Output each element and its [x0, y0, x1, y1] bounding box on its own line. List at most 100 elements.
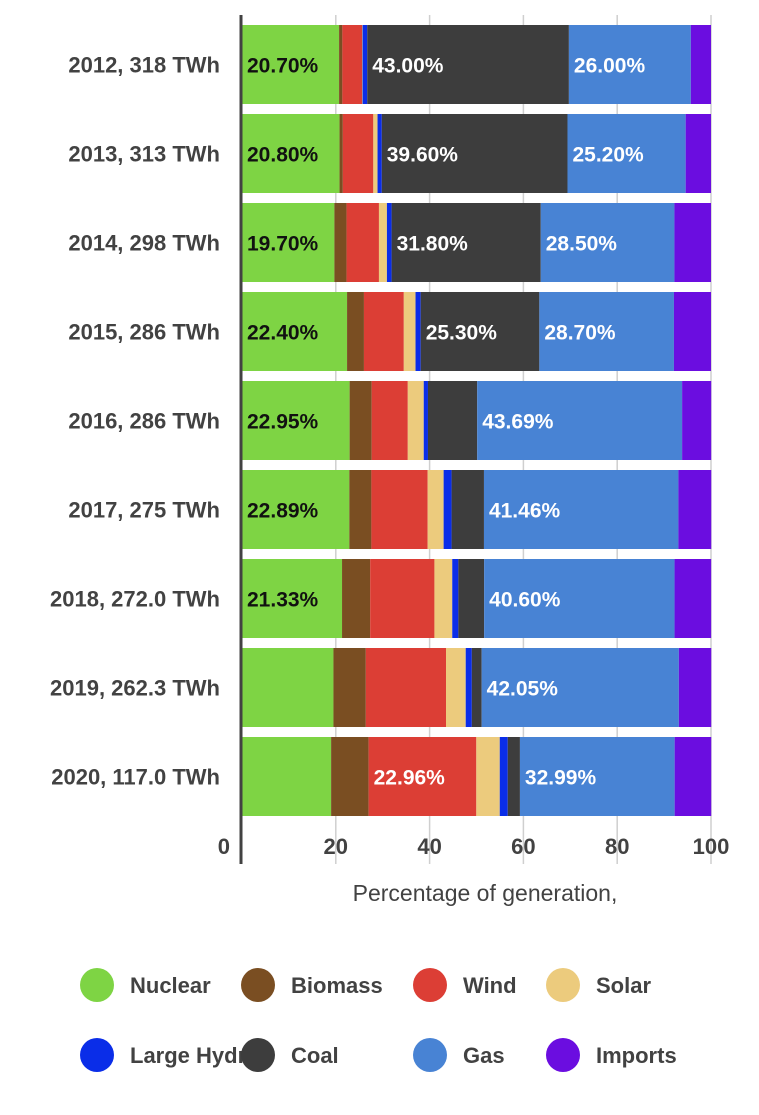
bar-imports-2012-318-twh — [690, 25, 711, 104]
bar-wind-2014-298-twh — [346, 203, 379, 282]
bar-row-2015-286-twh: 22.40% 25.30% 28.70% — [242, 292, 711, 371]
bar-biomass-2013-313-twh — [339, 114, 343, 193]
data-label-gas-2020-117-0-twh: 32.99% — [525, 767, 597, 790]
bar-large-hydro-2014-298-twh — [386, 203, 392, 282]
data-label-wind-2020-117-0-twh: 22.96% — [374, 767, 446, 790]
category-label-2018-272-0-twh: 2018, 272.0 TWh — [50, 587, 220, 612]
bar-coal-2016-286-twh — [427, 381, 478, 460]
bar-solar-2016-286-twh — [407, 381, 424, 460]
bars: 20.70% 43.00% 26.00% 20.80% 39.60% 25.20% 19.7… — [242, 25, 712, 816]
bar-nuclear-2015-286-twh — [242, 292, 348, 371]
bar-coal-2017-275-twh — [451, 470, 484, 549]
bar-solar-2013-313-twh — [373, 114, 378, 193]
bar-biomass-2017-275-twh — [349, 470, 372, 549]
legend-swatch-biomass — [241, 968, 275, 1002]
bar-row-2013-313-twh: 20.80% 39.60% 25.20% — [242, 114, 711, 193]
data-label-gas-2018-272-0-twh: 40.60% — [489, 589, 561, 612]
bar-nuclear-2012-318-twh — [242, 25, 340, 104]
bar-biomass-2015-286-twh — [347, 292, 364, 371]
bar-nuclear-2019-262-3-twh — [242, 648, 334, 727]
x-tick-100: 100 — [693, 834, 730, 859]
bar-imports-2017-275-twh — [678, 470, 712, 549]
legend-swatch-imports — [546, 1038, 580, 1072]
category-label-2012-318-twh: 2012, 318 TWh — [68, 53, 220, 78]
bar-row-2017-275-twh: 22.89% 41.46% — [242, 470, 712, 549]
category-label-2016-286-twh: 2016, 286 TWh — [68, 409, 220, 434]
bar-row-2012-318-twh: 20.70% 43.00% 26.00% — [242, 25, 711, 104]
legend-swatch-coal — [241, 1038, 275, 1072]
data-label-gas-2014-298-twh: 28.50% — [546, 233, 618, 256]
bar-large-hydro-2015-286-twh — [415, 292, 421, 371]
bar-coal-2012-318-twh — [367, 25, 569, 104]
bar-gas-2013-313-twh — [567, 114, 686, 193]
data-label-gas-2019-262-3-twh: 42.05% — [487, 678, 559, 701]
bar-imports-2018-272-0-twh — [674, 559, 712, 638]
bar-solar-2017-275-twh — [427, 470, 444, 549]
bar-solar-2020-117-0-twh — [476, 737, 500, 816]
data-label-nuclear-2015-286-twh: 22.40% — [247, 322, 319, 345]
bar-biomass-2019-262-3-twh — [333, 648, 366, 727]
legend-label-imports: Imports — [596, 1043, 677, 1068]
legend-swatch-wind — [413, 968, 447, 1002]
bar-wind-2012-318-twh — [342, 25, 363, 104]
data-label-coal-2014-298-twh: 31.80% — [397, 233, 469, 256]
legend-swatch-gas — [413, 1038, 447, 1072]
x-tick-labels: 0 20 40 60 80 100 — [218, 834, 730, 859]
bar-row-2019-262-3-twh: 42.05% — [242, 648, 712, 727]
data-label-gas-2012-318-twh: 26.00% — [574, 55, 646, 78]
category-labels: 2012, 318 TWh 2013, 313 TWh 2014, 298 TWh 2… — [50, 53, 220, 790]
category-label-2017-275-twh: 2017, 275 TWh — [68, 498, 220, 523]
bar-wind-2020-117-0-twh — [368, 737, 477, 816]
bar-wind-2015-286-twh — [363, 292, 404, 371]
bar-large-hydro-2016-286-twh — [423, 381, 428, 460]
bar-imports-2019-262-3-twh — [678, 648, 712, 727]
bar-biomass-2018-272-0-twh — [342, 559, 371, 638]
bar-biomass-2014-298-twh — [334, 203, 347, 282]
x-tick-40: 40 — [417, 834, 441, 859]
legend-label-coal: Coal — [291, 1043, 339, 1068]
bar-large-hydro-2020-117-0-twh — [499, 737, 508, 816]
bar-imports-2014-298-twh — [674, 203, 711, 282]
data-label-nuclear-2014-298-twh: 19.70% — [247, 233, 319, 256]
data-label-nuclear-2013-313-twh: 20.80% — [247, 144, 319, 167]
bar-wind-2013-313-twh — [342, 114, 374, 193]
bar-gas-2017-275-twh — [483, 470, 679, 549]
bar-coal-2019-262-3-twh — [471, 648, 482, 727]
legend-label-large-hydro: Large Hydro — [130, 1043, 260, 1068]
bar-solar-2018-272-0-twh — [434, 559, 453, 638]
bar-large-hydro-2018-272-0-twh — [452, 559, 459, 638]
legend-item-nuclear: Nuclear — [80, 968, 211, 1002]
bar-row-2018-272-0-twh: 21.33% 40.60% — [242, 559, 712, 638]
data-label-coal-2012-318-twh: 43.00% — [372, 55, 444, 78]
bar-nuclear-2014-298-twh — [242, 203, 335, 282]
bar-row-2016-286-twh: 22.95% 43.69% — [242, 381, 712, 460]
bar-biomass-2016-286-twh — [349, 381, 372, 460]
bar-coal-2014-298-twh — [391, 203, 541, 282]
data-label-nuclear-2012-318-twh: 20.70% — [247, 55, 319, 78]
legend-item-gas: Gas — [413, 1038, 505, 1072]
bar-biomass-2020-117-0-twh — [331, 737, 369, 816]
bar-gas-2020-117-0-twh — [519, 737, 675, 816]
bar-nuclear-2018-272-0-twh — [242, 559, 343, 638]
legend-item-solar: Solar — [546, 968, 651, 1002]
bar-wind-2019-262-3-twh — [365, 648, 447, 727]
bar-nuclear-2020-117-0-twh — [242, 737, 332, 816]
data-label-gas-2013-313-twh: 25.20% — [572, 144, 644, 167]
bar-solar-2014-298-twh — [378, 203, 387, 282]
legend-item-wind: Wind — [413, 968, 517, 1002]
legend-swatch-solar — [546, 968, 580, 1002]
category-label-2020-117-0-twh: 2020, 117.0 TWh — [51, 765, 220, 790]
bar-gas-2018-272-0-twh — [484, 559, 675, 638]
x-tick-20: 20 — [324, 834, 348, 859]
bar-imports-2013-313-twh — [685, 114, 711, 193]
data-label-coal-2015-286-twh: 25.30% — [426, 322, 498, 345]
bar-coal-2018-272-0-twh — [458, 559, 485, 638]
bar-wind-2017-275-twh — [371, 470, 428, 549]
data-label-nuclear-2017-275-twh: 22.89% — [247, 500, 319, 523]
legend-item-biomass: Biomass — [241, 968, 383, 1002]
legend-item-coal: Coal — [241, 1038, 339, 1072]
x-tick-80: 80 — [605, 834, 629, 859]
bar-imports-2015-286-twh — [673, 292, 711, 371]
bar-coal-2015-286-twh — [420, 292, 540, 371]
